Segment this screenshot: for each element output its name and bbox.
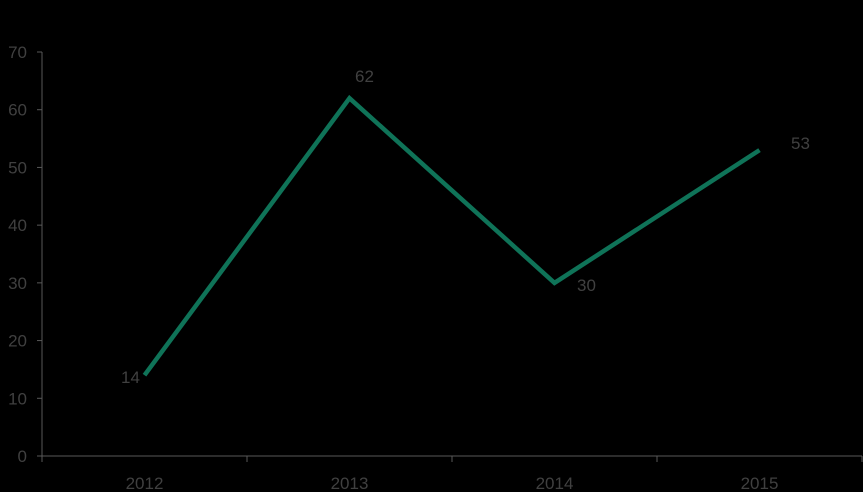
x-tick-label: 2015 [741, 474, 779, 492]
y-tick-label: 0 [18, 447, 27, 466]
chart-axes [41, 52, 862, 457]
data-label: 62 [355, 67, 374, 86]
y-tick-label: 40 [8, 216, 27, 235]
data-label: 14 [121, 368, 140, 387]
data-label: 53 [791, 134, 810, 153]
y-tick-label: 50 [8, 158, 27, 177]
chart-series [142, 94, 761, 377]
y-axis-ticks: 0 10 20 30 40 50 60 70 [8, 43, 42, 466]
x-tick-label: 2013 [331, 474, 369, 492]
series-line [142, 94, 761, 377]
data-label: 30 [577, 276, 596, 295]
y-tick-label: 70 [8, 43, 27, 62]
y-tick-label: 30 [8, 274, 27, 293]
data-labels: 14 62 30 53 [121, 67, 810, 387]
x-axis-ticks: 2012 2013 2014 2015 [41, 456, 863, 492]
x-tick-label: 2014 [536, 474, 574, 492]
y-tick-label: 60 [8, 101, 27, 120]
y-tick-label: 10 [8, 389, 27, 408]
x-tick-label: 2012 [126, 474, 164, 492]
y-tick-label: 20 [8, 332, 27, 351]
